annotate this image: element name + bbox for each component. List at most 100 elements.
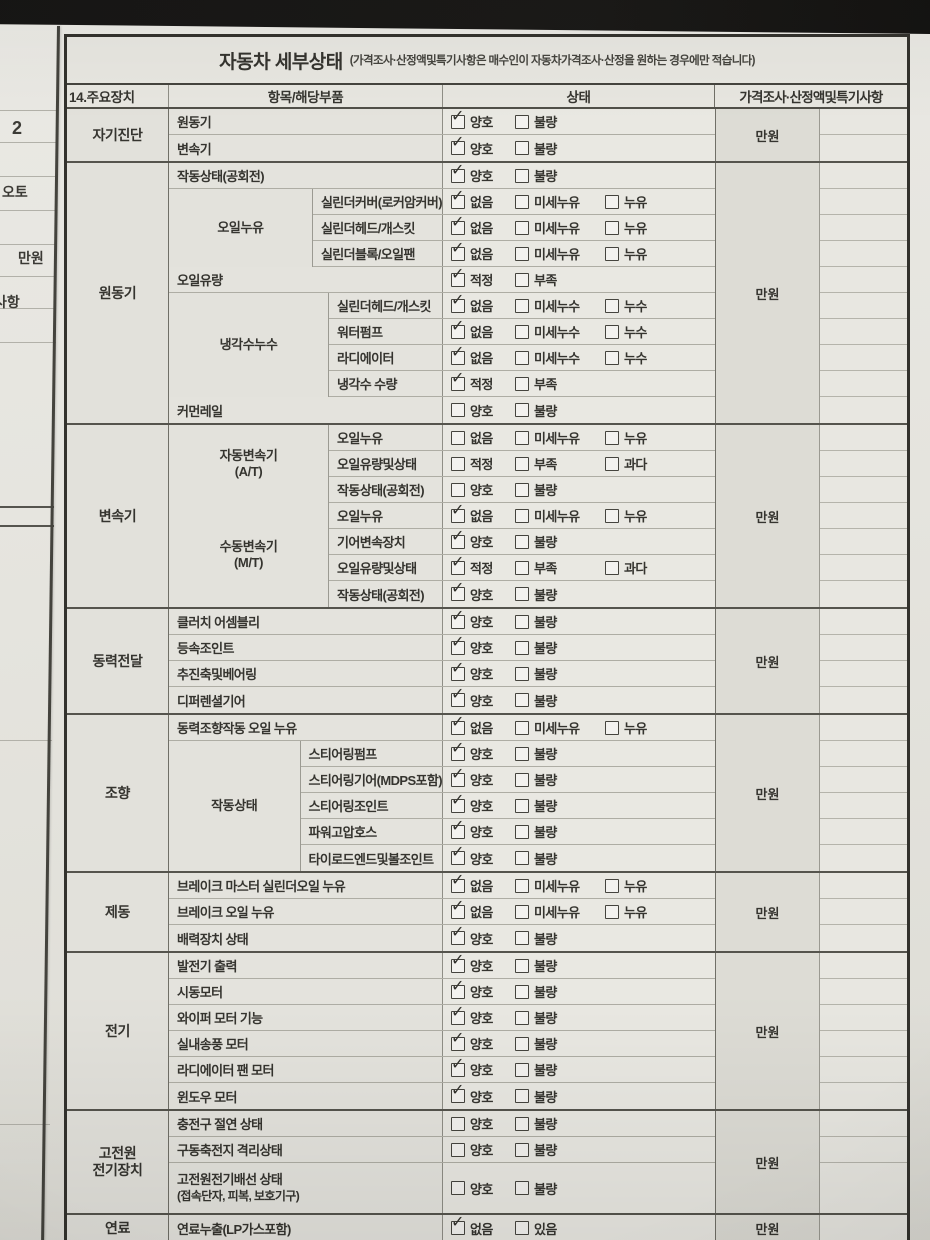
notes-cell [819,953,907,1109]
status-option: 불량 [515,849,605,868]
check-icon: ✓ [451,317,465,335]
status-option: 누유 [605,218,647,237]
check-icon: ✓ [451,713,465,731]
section-rows: 동력조향작동 오일 누유 ✓ 없음 미세누유 누유 작동상태 스티어링펌프 ✓ 양호 불량 스티어링… [169,713,715,871]
checkbox-checked: ✓ [451,1215,465,1235]
item-group: 작동상태 스티어링펌프 ✓ 양호 불량 스티어링기어(MDPS포함) ✓ 양호 불량 스티어링조인… [169,740,715,871]
option-label: 양호 [470,773,493,788]
option-label: 불량 [534,141,557,157]
checkbox-unchecked [515,640,529,655]
ruled-line [0,210,56,211]
checkbox-unchecked [515,1036,529,1051]
status-cell: 적정 부족 과다 [443,451,715,476]
check-icon: ✓ [451,343,465,361]
form-section: 동력전달 클러치 어셈블리 ✓ 양호 불량 등속조인트 ✓ 양호 불량 추진축및베어링 ✓ 양호 불량 디… [67,607,907,713]
checkbox-unchecked [605,350,619,365]
status-option: 부족 [515,454,605,473]
ruled-line [820,371,907,397]
checkbox-checked: ✓ [451,818,465,839]
check-icon: ✓ [451,739,465,757]
status-option: 불량 [515,929,605,948]
option-label: 불량 [534,1011,557,1026]
option-label: 없음 [470,221,493,236]
form-section: 자기진단 원동기 ✓ 양호 불량 변속기 ✓ 양호 불량 만원 [67,108,907,161]
ruled-line [0,176,56,177]
checkbox-unchecked [515,614,529,629]
status-option: 불량 [515,1034,605,1053]
ruled-line [820,1215,907,1240]
status-option: 미세누유 [515,902,605,921]
checkbox-unchecked [515,1221,529,1235]
section-label: 동력전달 [67,609,169,713]
item-label: 변속기 [169,135,443,161]
checkbox-unchecked [515,168,529,183]
status-option: ✓ 양호 [451,1083,515,1106]
checkbox-unchecked [451,456,465,471]
option-label: 불량 [534,587,557,603]
check-icon: ✓ [451,844,465,861]
status-option: 양호 [451,1114,515,1133]
option-label: 양호 [470,1181,493,1197]
checkbox-unchecked [605,560,619,575]
option-label: 양호 [470,1011,493,1026]
status-option: ✓ 양호 [451,818,515,841]
status-option: ✓ 양호 [451,687,515,710]
status-cell: ✓ 양호 불량 [443,687,715,713]
option-label: 미세누유 [534,221,580,236]
status-option: 불량 [515,585,605,604]
checkbox-unchecked [605,878,619,893]
option-label: 양호 [470,1063,493,1078]
checkbox-unchecked [515,904,529,919]
status-option: ✓ 양호 [451,1004,515,1027]
ruled-line [820,767,907,793]
status-cell: ✓ 양호 불량 [443,634,715,660]
checkbox-unchecked [605,298,619,313]
option-label: 누수 [624,299,647,314]
status-option: 불량 [515,822,605,841]
status-cell: ✓ 없음 미세누유 누유 [443,898,715,924]
form-section: 연료 연료누출(LP가스포함) ✓ 없음 있음 만원 [67,1213,907,1240]
left-page-fragment: 만원 [18,250,44,266]
option-label: 불량 [534,1117,557,1132]
checkbox-unchecked [451,1142,465,1157]
form-table-body: 자기진단 원동기 ✓ 양호 불량 변속기 ✓ 양호 불량 만원 원동기 작동상태(공회전) ✓ 양호 불량 오… [67,108,907,1240]
item-label: 실린더커버(로커암커버) [312,189,443,214]
option-label: 양호 [470,825,493,840]
checkbox-checked: ✓ [451,740,465,761]
option-label: 양호 [470,747,493,762]
checkbox-unchecked [515,720,529,735]
status-cell: ✓ 없음 미세누유 누유 [443,502,715,528]
form-row: 충전구 절연 상태 양호 불량 [169,1111,715,1137]
status-option: ✓ 없음 [451,713,515,737]
form-row: 등속조인트 ✓ 양호 불량 [169,634,715,661]
check-icon: ✓ [451,213,465,231]
check-icon: ✓ [451,369,465,387]
checkbox-unchecked [515,798,529,813]
checkbox-unchecked [515,1142,529,1157]
form-row: 스티어링펌프 ✓ 양호 불량 [300,740,715,767]
ruled-line [820,661,907,687]
option-label: 불량 [534,483,557,498]
ruled-line [820,793,907,819]
status-option: ✓ 양호 [451,792,515,815]
option-label: 양호 [470,1089,493,1105]
status-option: 누수 [605,322,647,341]
check-icon: ✓ [451,817,465,835]
ruled-line [820,635,907,661]
price-cell: 만원 [715,1111,819,1213]
item-label: 원동기 [169,109,443,134]
checkbox-checked: ✓ [451,952,465,973]
status-option: ✓ 양호 [451,1056,515,1079]
checkbox-checked: ✓ [451,266,465,287]
item-label: 작동상태(공회전) [329,477,443,502]
form-row: 클러치 어셈블리 ✓ 양호 불량 [169,608,715,635]
section-rows: 브레이크 마스터 실린더오일 누유 ✓ 없음 미세누유 누유 브레이크 오일 누유 ✓ 없음 미… [169,872,715,951]
option-label: 양호 [470,959,493,974]
status-cell: ✓ 양호 불량 [443,581,715,607]
checkbox-unchecked [605,324,619,339]
status-option: 불량 [515,796,605,815]
notes-cell [819,1111,907,1213]
checkbox-checked: ✓ [451,898,465,919]
check-icon: ✓ [451,765,465,783]
item-label: 고전원전기배선 상태 (접속단자, 피복, 보호기구) [169,1163,443,1213]
